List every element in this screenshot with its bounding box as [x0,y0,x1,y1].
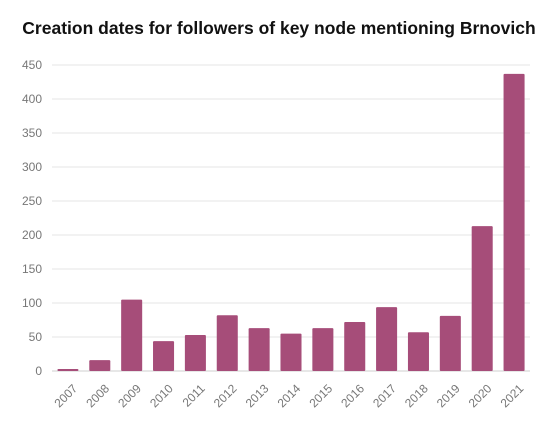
bar-2018 [407,332,429,371]
x-tick-label: 2007 [51,381,80,410]
x-tick-label: 2021 [498,381,527,410]
bar-2008 [89,360,111,371]
bar-2019 [439,315,461,371]
x-tick-label: 2011 [180,381,208,409]
x-tick-label: 2016 [338,381,367,410]
x-tick-label: 2008 [83,381,112,410]
y-tick-label: 250 [22,194,42,208]
y-tick-label: 100 [22,296,42,310]
bar-2010 [153,341,175,371]
x-axis-ticks: 2007 2008 2009 2010 2011 2012 2013 2014 2015 2016… [51,381,526,410]
bar-2007 [57,368,79,371]
bars [57,73,525,371]
bar-2014 [280,333,302,371]
bar-2011 [184,334,206,371]
x-tick-label: 2012 [211,381,240,410]
bar-2015 [312,328,334,371]
bar-2020 [471,226,493,371]
y-tick-label: 200 [22,228,42,242]
bar-2021 [503,73,525,371]
y-tick-label: 0 [35,364,42,378]
chart-title: Creation dates for followers of key node… [22,18,536,38]
x-tick-label: 2014 [275,381,304,410]
y-tick-label: 400 [22,92,42,106]
bar-2012 [216,315,238,371]
x-tick-label: 2013 [243,381,272,410]
y-tick-label: 450 [22,58,42,72]
y-tick-label: 150 [22,262,42,276]
x-tick-label: 2009 [115,381,144,410]
x-tick-label: 2010 [147,381,176,410]
bar-2017 [376,307,398,371]
y-tick-label: 300 [22,160,42,174]
bar-2009 [121,299,143,371]
x-tick-label: 2019 [434,381,463,410]
x-tick-label: 2017 [370,381,399,410]
y-axis-ticks: 0 50 100 150 200 250 300 350 400 450 [22,58,42,378]
y-tick-label: 350 [22,126,42,140]
x-tick-label: 2018 [402,381,431,410]
bar-2016 [344,322,366,371]
bar-2013 [248,328,270,371]
y-tick-label: 50 [29,330,43,344]
x-tick-label: 2015 [306,381,335,410]
x-tick-label: 2020 [466,381,495,410]
